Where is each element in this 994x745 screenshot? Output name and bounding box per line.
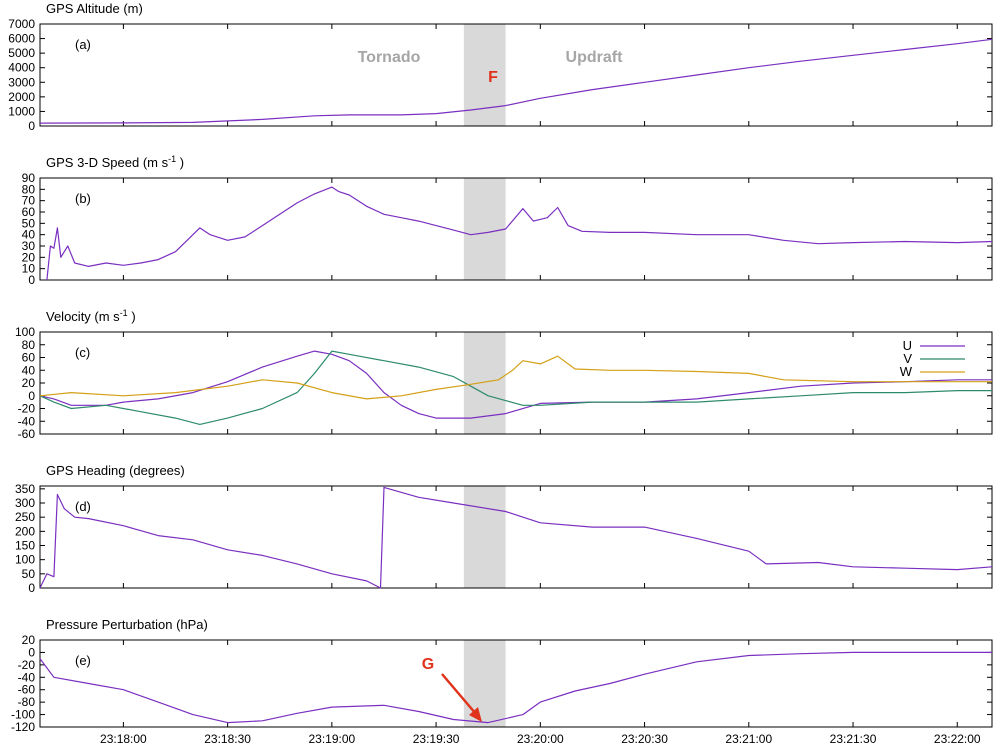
legend-label-w: W <box>900 364 913 379</box>
y-tick-label: -40 <box>18 414 36 428</box>
y-tick-label: -120 <box>11 720 35 734</box>
plot-frame <box>39 177 993 281</box>
shaded-interval-band-3 <box>463 332 506 434</box>
panel-title: Velocity (m s-1 ) <box>46 308 136 324</box>
shaded-interval-band-4 <box>463 486 506 588</box>
y-tick-label: 0 <box>28 273 35 287</box>
y-tick-label: 1000 <box>8 104 35 118</box>
y-tick-label: 200 <box>15 524 35 538</box>
x-tick-label: 23:21:00 <box>725 732 772 745</box>
series-line-main <box>39 486 993 589</box>
legend-label-v: V <box>903 351 912 366</box>
y-tick-label: 90 <box>22 171 36 185</box>
annotation-tornado: Tornado <box>358 49 421 66</box>
y-tick-label: 50 <box>22 216 36 230</box>
panel-label: (c) <box>75 345 90 360</box>
y-tick-label: -40 <box>18 670 36 684</box>
y-tick-label: 4000 <box>8 61 35 75</box>
y-tick-label: 2000 <box>8 90 35 104</box>
y-tick-label: 350 <box>15 482 35 496</box>
y-tick-label: 0 <box>28 645 35 659</box>
panel-label: (d) <box>75 499 91 514</box>
plot-frame <box>39 485 993 589</box>
series-line-main <box>39 651 992 724</box>
y-tick-label: -80 <box>18 695 36 709</box>
y-tick-label: 20 <box>22 250 36 264</box>
annotation-g-arrow-head <box>469 707 482 722</box>
series-line-main <box>39 38 993 124</box>
y-tick-label: 40 <box>22 363 36 377</box>
y-tick-label: 5000 <box>8 46 35 60</box>
y-tick-label: 60 <box>22 351 36 365</box>
x-tick-label: 23:20:00 <box>517 732 564 745</box>
x-tick-label: 23:19:30 <box>413 732 460 745</box>
x-tick-label: 23:21:30 <box>830 732 877 745</box>
y-tick-label: -60 <box>18 427 36 441</box>
panel-label: (b) <box>75 191 91 206</box>
x-tick-label: 23:22:00 <box>934 732 981 745</box>
y-tick-label: 30 <box>22 239 36 253</box>
panel-label: (e) <box>75 653 91 668</box>
x-tick-label: 23:18:00 <box>100 732 147 745</box>
y-tick-label: 80 <box>22 338 36 352</box>
y-tick-label: 60 <box>22 205 36 219</box>
annotation-g-arrow-shaft <box>441 673 477 715</box>
plot-frame <box>39 639 993 728</box>
y-tick-label: -60 <box>18 683 36 697</box>
panel-title: Pressure Perturbation (hPa) <box>46 617 208 632</box>
shaded-interval-band-5 <box>463 640 506 727</box>
annotation-g: G <box>422 656 434 673</box>
y-tick-label: 80 <box>22 182 36 196</box>
plot-frame <box>39 23 993 127</box>
y-tick-label: 100 <box>15 325 35 339</box>
annotation-f: F <box>488 69 498 86</box>
series-line-w <box>39 355 992 400</box>
panel-label: (a) <box>75 37 91 52</box>
y-tick-label: -20 <box>18 402 36 416</box>
shaded-interval-band-2 <box>463 178 506 280</box>
x-tick-label: 23:20:30 <box>621 732 668 745</box>
y-tick-label: 0 <box>28 581 35 595</box>
panel-b: GPS 3-D Speed (m s-1 ) (b) 010203040506070… <box>22 154 993 287</box>
panel-title: GPS Altitude (m) <box>46 1 143 16</box>
y-tick-label: 100 <box>15 553 35 567</box>
annotation-updraft: Updraft <box>566 49 624 66</box>
series-line-u <box>39 350 992 419</box>
y-tick-label: 150 <box>15 539 35 553</box>
legend-label-u: U <box>903 338 912 353</box>
y-tick-label: 20 <box>22 633 36 647</box>
panel-a: GPS Altitude (m) (a) 010002000300040005000… <box>8 1 993 133</box>
series-line-main <box>46 186 993 281</box>
y-tick-label: 6000 <box>8 32 35 46</box>
y-tick-label: 40 <box>22 228 36 242</box>
panel-title: GPS 3-D Speed (m s-1 ) <box>46 154 184 170</box>
y-tick-label: 0 <box>28 389 35 403</box>
panel-c: Velocity (m s-1 ) (c) -60-40-2002040608010… <box>15 308 993 441</box>
x-tick-label: 23:19:00 <box>308 732 355 745</box>
shaded-interval-band-1 <box>463 24 506 126</box>
y-tick-label: 7000 <box>8 17 35 31</box>
y-tick-label: 10 <box>22 262 36 276</box>
y-tick-label: 3000 <box>8 75 35 89</box>
x-tick-label: 23:18:30 <box>204 732 251 745</box>
y-tick-label: -20 <box>18 658 36 672</box>
y-tick-label: 70 <box>22 194 36 208</box>
series-line-v <box>39 350 992 425</box>
y-tick-label: -100 <box>11 708 35 722</box>
y-tick-label: 250 <box>15 510 35 524</box>
panel-e: Pressure Perturbation (hPa) (e) -120-100-8… <box>11 617 993 734</box>
panel-title: GPS Heading (degrees) <box>46 463 185 478</box>
panel-d: GPS Heading (degrees)(d)0501001502002503… <box>15 463 993 595</box>
y-tick-label: 0 <box>28 119 35 133</box>
y-tick-label: 20 <box>22 376 36 390</box>
y-tick-label: 300 <box>15 496 35 510</box>
y-tick-label: 50 <box>22 567 36 581</box>
